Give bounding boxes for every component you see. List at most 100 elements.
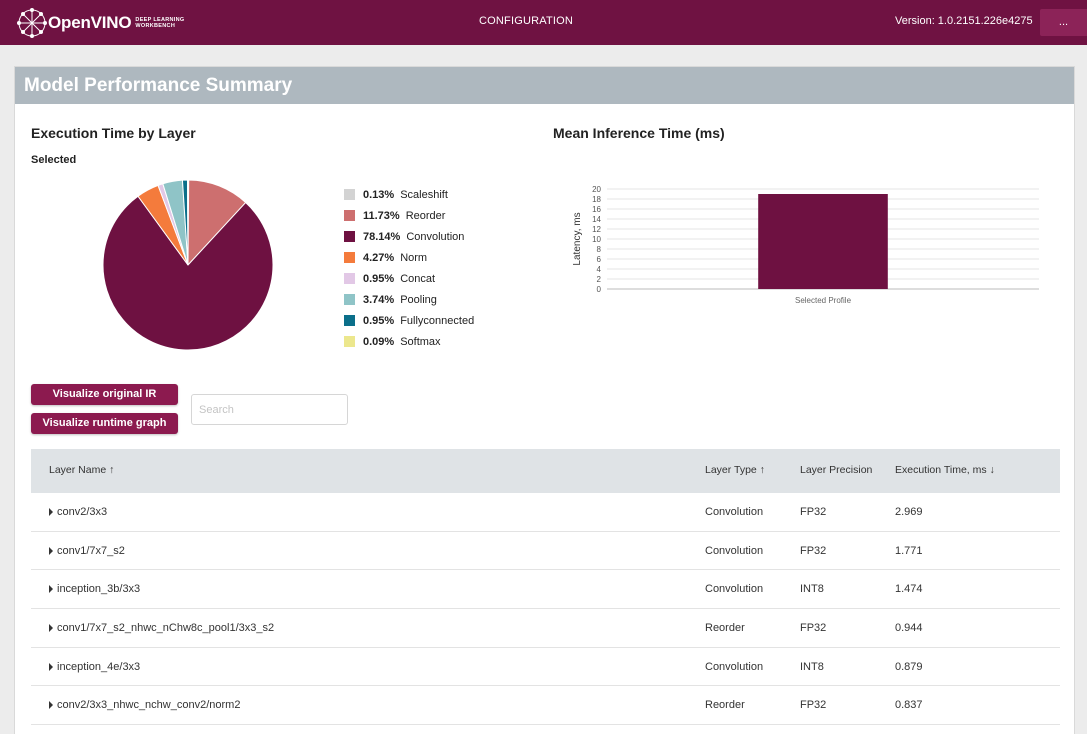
openvino-logo[interactable]: OpenVINO DEEP LEARNING WORKBENCH: [14, 4, 184, 42]
layer-type-cell: Reorder: [705, 622, 745, 635]
visualize-original-ir-button[interactable]: Visualize original IR: [31, 384, 178, 405]
legend-percent: 0.13%: [363, 188, 395, 201]
layer-type-cell: Convolution: [705, 506, 764, 518]
table-body: conv2/3x3 Convolution FP32 2.969 conv1/7x7_s…: [31, 493, 1060, 726]
logo-subtitle-line-2: WORKBENCH: [135, 23, 176, 29]
layer-name: conv1/7x7_s2_nhwc_nChw8c_pool1/3x3_s2: [57, 622, 275, 635]
model-performance-panel: Model Performance Summary Execution Time…: [14, 66, 1075, 734]
execution-time-cell: 1.771: [895, 544, 923, 557]
execution-time-cell: 1.474: [895, 583, 923, 596]
legend-label: Pooling: [400, 293, 437, 306]
layer-name-cell[interactable]: conv1/7x7_s2: [49, 545, 125, 557]
y-tick-label: 16: [592, 205, 601, 214]
pie-slice-reorder[interactable]: [187, 179, 247, 267]
table-row[interactable]: inception_3b/3x3 Convolution INT8 1.474: [31, 570, 1060, 610]
expand-caret-icon[interactable]: [49, 585, 53, 594]
column-header-layer-name[interactable]: Layer Name ↑: [49, 464, 115, 476]
table-row[interactable]: conv1/7x7_s2 Convolution FP32 1.771: [31, 532, 1060, 571]
layer-name: conv2/3x3_nhwc_nchw_conv2/norm2: [57, 699, 241, 712]
layer-name-cell[interactable]: inception_4e/3x3: [49, 661, 140, 673]
logo-text: OpenVINO: [48, 13, 132, 32]
legend-label: Scaleshift: [400, 188, 448, 201]
layer-name-cell[interactable]: conv2/3x3_nhwc_nchw_conv2/norm2: [49, 699, 240, 711]
layer-name-cell[interactable]: inception_3b/3x3: [49, 583, 140, 595]
table-row[interactable]: conv2/3x3 Convolution FP32 2.969: [31, 493, 1060, 532]
y-tick-label: 8: [597, 245, 602, 254]
legend-item[interactable]: 0.13% Scaleshift: [344, 184, 474, 205]
legend-item[interactable]: 0.09% Softmax: [344, 331, 474, 352]
legend-item[interactable]: 3.74% Pooling: [344, 289, 474, 310]
column-header-layer-type[interactable]: Layer Type ↑: [705, 464, 765, 476]
execution-time-pie-chart: [102, 179, 274, 351]
nav-configuration[interactable]: CONFIGURATION: [479, 15, 574, 27]
top-bar: OpenVINO DEEP LEARNING WORKBENCH CONFIGU…: [0, 0, 1087, 45]
legend-item[interactable]: 78.14% Convolution: [344, 226, 474, 247]
visualize-runtime-graph-button[interactable]: Visualize runtime graph: [31, 413, 178, 434]
legend-percent: 4.27%: [363, 251, 395, 264]
inference-time-title: Mean Inference Time (ms): [553, 125, 725, 141]
expand-caret-icon[interactable]: [49, 508, 53, 516]
y-tick-label: 12: [592, 225, 601, 234]
layer-precision-cell: FP32: [800, 506, 827, 518]
table-row[interactable]: conv2/3x3_nhwc_nchw_conv2/norm2 Reorder FP…: [31, 686, 1060, 726]
legend-swatch: [344, 210, 355, 221]
pie-legend: 0.13% Scaleshift 11.73% Reorder 78.14% Convol…: [344, 184, 474, 352]
openvino-network-icon: [17, 8, 47, 38]
expand-caret-icon[interactable]: [49, 546, 53, 555]
layer-type-cell: Convolution: [705, 660, 764, 673]
layer-type-cell: Reorder: [705, 699, 745, 712]
search-input[interactable]: [191, 394, 348, 425]
logo-subtitle-line-1: DEEP LEARNING: [135, 17, 185, 23]
legend-item[interactable]: 4.27% Norm: [344, 247, 474, 268]
column-header-execution-time[interactable]: Execution Time, ms ↓: [895, 464, 995, 476]
bar-selected-profile[interactable]: [758, 194, 888, 289]
legend-percent: 78.14%: [363, 230, 401, 243]
table-row[interactable]: conv1/7x7_s2_nhwc_nChw8c_pool1/3x3_s2 Reo…: [31, 609, 1060, 648]
version-label: Version: 1.0.2151.226e4275: [895, 15, 1033, 27]
execution-time-cell: 0.837: [895, 699, 923, 712]
legend-swatch: [344, 315, 355, 326]
layer-name: inception_3b/3x3: [57, 583, 141, 596]
y-tick-label: 6: [597, 255, 602, 264]
legend-label: Fullyconnected: [400, 314, 475, 327]
legend-percent: 0.95%: [363, 314, 395, 327]
legend-percent: 0.09%: [363, 335, 395, 348]
layer-name-cell[interactable]: conv1/7x7_s2_nhwc_nChw8c_pool1/3x3_s2: [49, 622, 274, 634]
layer-precision-cell: FP32: [800, 699, 827, 712]
legend-percent: 3.74%: [363, 293, 395, 306]
layer-type-cell: Convolution: [705, 544, 764, 557]
legend-label: Convolution: [406, 230, 465, 243]
layer-name: conv2/3x3: [57, 506, 108, 518]
execution-time-cell: 0.879: [895, 660, 923, 673]
expand-caret-icon[interactable]: [49, 701, 53, 710]
execution-time-title: Execution Time by Layer: [31, 125, 196, 141]
more-button[interactable]: ...: [1040, 9, 1087, 36]
legend-label: Reorder: [405, 209, 446, 222]
expand-caret-icon[interactable]: [49, 624, 53, 633]
legend-item[interactable]: 11.73% Reorder: [344, 205, 474, 226]
legend-swatch: [344, 294, 355, 305]
column-header-layer-precision[interactable]: Layer Precision: [800, 464, 873, 476]
execution-time-cell: 0.944: [895, 622, 923, 635]
legend-swatch: [344, 336, 355, 347]
legend-item[interactable]: 0.95% Concat: [344, 268, 474, 289]
y-tick-label: 18: [592, 195, 601, 204]
layer-precision-cell: INT8: [800, 660, 824, 673]
y-tick-label: 10: [592, 235, 601, 244]
expand-caret-icon[interactable]: [49, 662, 53, 671]
layer-type-cell: Convolution: [705, 583, 764, 596]
layer-name-cell[interactable]: conv2/3x3: [49, 506, 107, 518]
table-row[interactable]: inception_4e/3x3 Convolution INT8 0.879: [31, 648, 1060, 687]
legend-label: Concat: [400, 272, 436, 285]
x-tick-label: Selected Profile: [795, 296, 852, 305]
legend-item[interactable]: 0.95% Fullyconnected: [344, 310, 474, 331]
y-tick-label: 4: [597, 265, 602, 274]
legend-swatch: [344, 252, 355, 263]
legend-swatch: [344, 189, 355, 200]
layers-table: Layer Name ↑ Layer Type ↑ Layer Precisio…: [31, 449, 1060, 726]
pie-slice-convolution[interactable]: [102, 195, 274, 351]
legend-percent: 11.73%: [363, 209, 400, 222]
legend-swatch: [344, 273, 355, 284]
legend-label: Softmax: [400, 335, 441, 348]
